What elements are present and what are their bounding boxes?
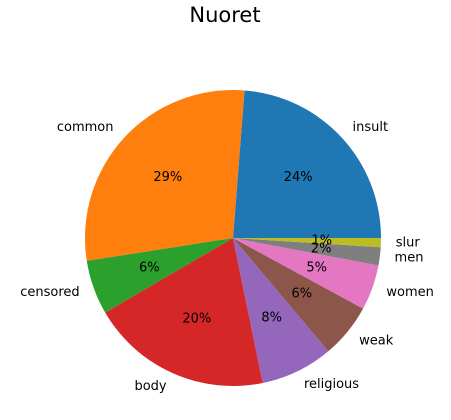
slice-insult — [233, 90, 381, 238]
slice-slur — [233, 238, 381, 248]
slice-body — [105, 238, 263, 386]
slice-labels: insult common censored body religious weak wom… — [20, 120, 434, 394]
slice-common — [84, 90, 245, 261]
slice-label-body: body — [134, 379, 166, 394]
slice-men — [233, 238, 381, 266]
percent-label-slur: 1% — [311, 233, 332, 248]
percent-label-common: 29% — [153, 170, 182, 185]
percent-label-insult: 24% — [284, 170, 313, 185]
percent-label-weak: 6% — [291, 287, 312, 302]
percent-labels: 24% 29% 6% 20% 8% 6% 5% 2%1% — [139, 170, 332, 326]
slice-religious — [233, 238, 329, 383]
percent-label-body: 20% — [182, 312, 211, 327]
percent-label-censored: 6% — [139, 260, 160, 275]
slice-label-religious: religious — [304, 377, 359, 392]
slice-label-slur: slur — [396, 236, 421, 251]
percent-label-women: 5% — [306, 260, 327, 275]
slice-label-insult: insult — [353, 120, 389, 135]
slice-label-men: men — [395, 251, 424, 266]
slice-label-women: women — [386, 285, 434, 300]
slice-label-censored: censored — [20, 285, 79, 300]
percent-label-men: 2% — [311, 242, 332, 257]
slice-weak — [233, 238, 364, 352]
percent-label-religious: 8% — [261, 310, 282, 325]
slice-label-common: common — [57, 120, 114, 135]
chart-title: Nuoret — [189, 3, 260, 27]
slice-censored — [86, 238, 234, 313]
slice-label-weak: weak — [359, 333, 394, 348]
slice-women — [233, 238, 379, 309]
pie-slices — [84, 90, 381, 386]
